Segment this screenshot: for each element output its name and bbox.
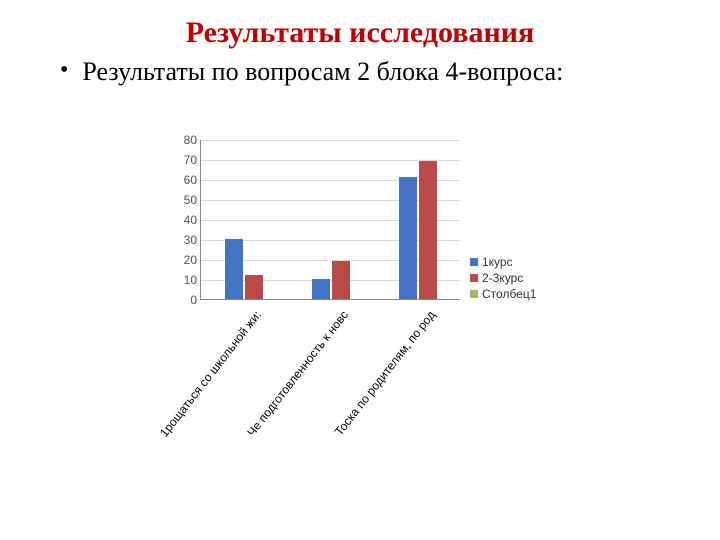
y-tick-label: 40: [167, 213, 201, 227]
legend-swatch: [470, 290, 478, 298]
x-tick-label: Че подготовленность к новс: [241, 308, 351, 443]
chart-legend: 1курс 2-3курс Столбец1: [470, 255, 536, 303]
legend-label: 2-3курс: [482, 271, 523, 285]
legend-label: Столбец1: [482, 287, 536, 301]
bullet-dot: •: [60, 56, 68, 85]
legend-label: 1курс: [482, 255, 513, 269]
bar: [332, 261, 350, 299]
y-tick-label: 50: [167, 193, 201, 207]
bar: [245, 275, 263, 299]
bullet-text: Результаты по вопросам 2 блока 4-вопроса…: [82, 56, 563, 89]
y-tick-label: 60: [167, 173, 201, 187]
legend-swatch: [470, 258, 478, 266]
legend-swatch: [470, 274, 478, 282]
chart: 01020304050607080 1курс2-3курсСтолбец1 1…: [170, 140, 530, 420]
y-tick-label: 30: [167, 233, 201, 247]
bar: [419, 161, 437, 299]
bar: [225, 239, 243, 299]
legend-item: 1курс: [470, 255, 536, 269]
slide: Результаты исследования • Результаты по …: [0, 0, 720, 540]
bar: [399, 177, 417, 299]
bar-group: [399, 161, 439, 299]
x-tick-label: 1рощаться со школьной жи:: [155, 308, 265, 443]
gridline: [201, 140, 460, 141]
bar-group: [312, 261, 352, 299]
x-tick-label: Тоска по родителям, по род: [328, 308, 438, 443]
page-title: Результаты исследования: [40, 16, 680, 50]
y-tick-label: 20: [167, 253, 201, 267]
bar-group: [225, 239, 265, 299]
legend-item: Столбец1: [470, 287, 536, 301]
y-tick-label: 10: [167, 273, 201, 287]
y-tick-label: 80: [167, 133, 201, 147]
y-tick-label: 0: [167, 293, 201, 307]
y-tick-label: 70: [167, 153, 201, 167]
legend-item: 2-3курс: [470, 271, 536, 285]
chart-plot: 01020304050607080: [200, 140, 460, 300]
bar: [312, 279, 330, 299]
bullet-item: • Результаты по вопросам 2 блока 4-вопро…: [60, 56, 680, 89]
